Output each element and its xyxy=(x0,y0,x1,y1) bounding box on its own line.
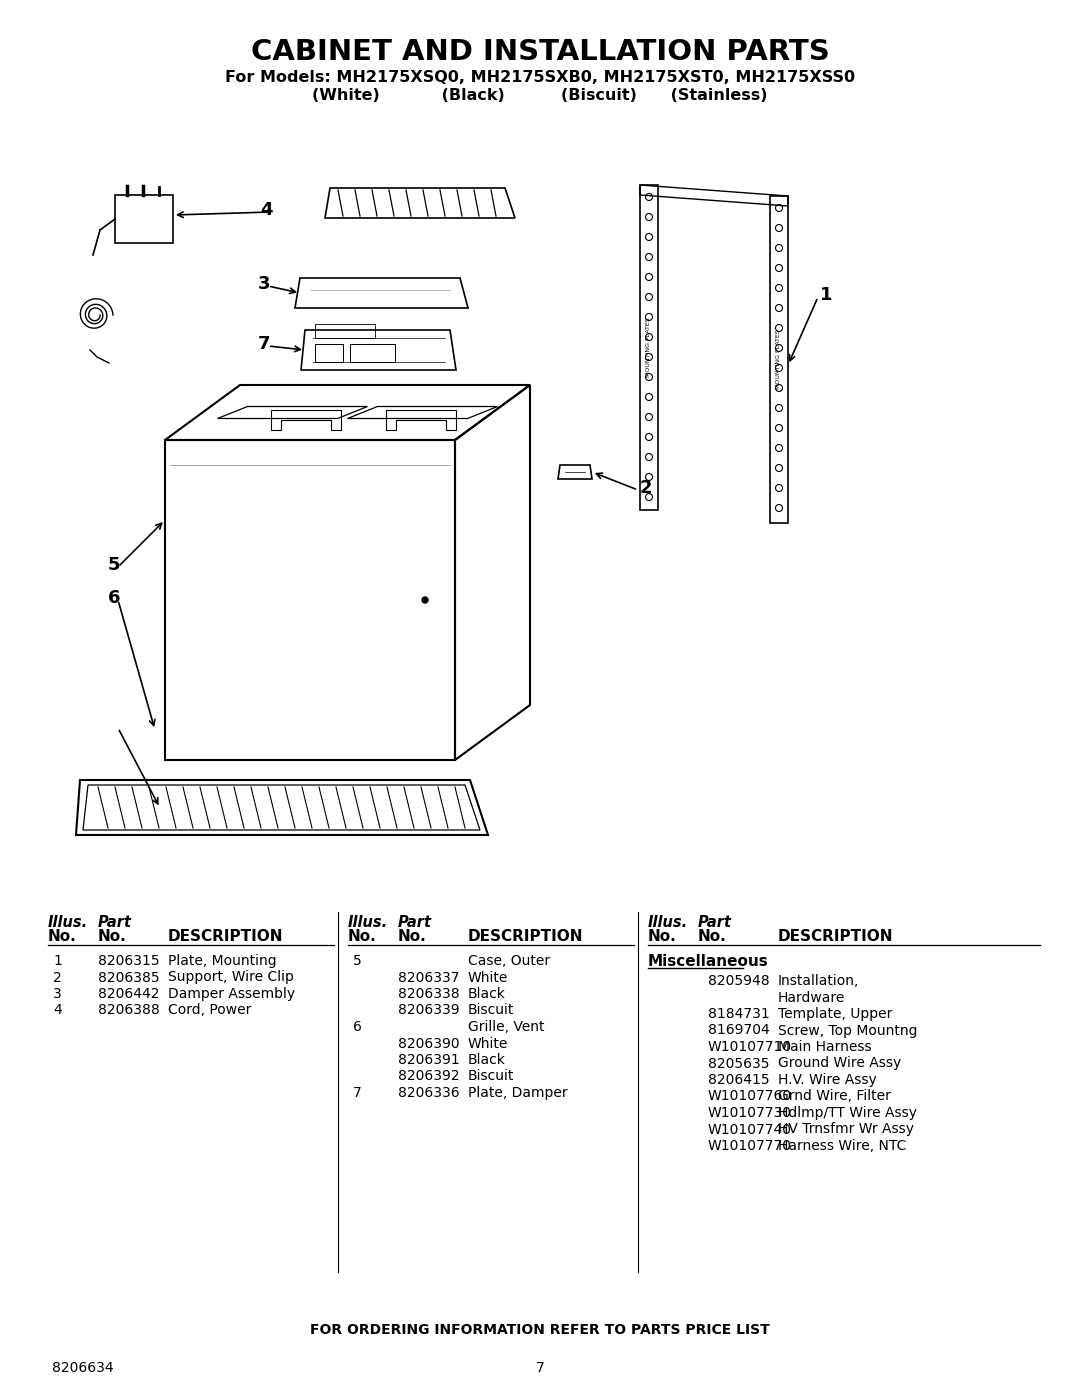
Text: Installation,: Installation, xyxy=(778,974,860,988)
Text: 8206339: 8206339 xyxy=(399,1003,460,1017)
Text: 3: 3 xyxy=(53,988,62,1002)
Text: Part: Part xyxy=(698,915,732,930)
Text: 8206442: 8206442 xyxy=(98,988,160,1002)
Text: 8206337: 8206337 xyxy=(399,971,459,985)
Text: (White)           (Black)          (Biscuit)      (Stainless): (White) (Black) (Biscuit) (Stainless) xyxy=(312,88,768,103)
Text: W10107730: W10107730 xyxy=(708,1106,792,1120)
Text: Part: Part xyxy=(98,915,132,930)
Text: Biscuit: Biscuit xyxy=(468,1003,514,1017)
Text: Grille, Vent: Grille, Vent xyxy=(468,1020,544,1034)
Text: Hdlmp/TT Wire Assy: Hdlmp/TT Wire Assy xyxy=(778,1106,917,1120)
Text: 8205948: 8205948 xyxy=(708,974,770,988)
Text: 7: 7 xyxy=(353,1085,362,1099)
Text: DESCRIPTION: DESCRIPTION xyxy=(168,929,283,944)
Text: Main Harness: Main Harness xyxy=(778,1039,872,1053)
Text: White: White xyxy=(468,971,509,985)
Text: MOUNTING PLATES: MOUNTING PLATES xyxy=(777,330,782,388)
Text: 2: 2 xyxy=(53,971,62,985)
Text: DESCRIPTION: DESCRIPTION xyxy=(468,929,583,944)
Text: 8206634: 8206634 xyxy=(52,1361,113,1375)
Text: Plate, Mounting: Plate, Mounting xyxy=(168,954,276,968)
Text: DESCRIPTION: DESCRIPTION xyxy=(778,929,893,944)
Text: 8184731: 8184731 xyxy=(708,1007,770,1021)
Text: Template, Upper: Template, Upper xyxy=(778,1007,892,1021)
Text: Harness Wire, NTC: Harness Wire, NTC xyxy=(778,1139,906,1153)
Text: White: White xyxy=(468,1037,509,1051)
Text: 8205635: 8205635 xyxy=(708,1056,769,1070)
Text: 1: 1 xyxy=(53,954,62,968)
Text: Cord, Power: Cord, Power xyxy=(168,1003,252,1017)
Text: No.: No. xyxy=(648,929,677,944)
Text: W10107740: W10107740 xyxy=(708,1123,792,1137)
Text: 8206415: 8206415 xyxy=(708,1073,770,1087)
Text: Plate, Damper: Plate, Damper xyxy=(468,1085,568,1099)
Text: 8206392: 8206392 xyxy=(399,1070,460,1084)
Bar xyxy=(315,344,343,362)
Text: For Models: MH2175XSQ0, MH2175SXB0, MH2175XST0, MH2175XSS0: For Models: MH2175XSQ0, MH2175SXB0, MH21… xyxy=(225,70,855,85)
Text: 8206385: 8206385 xyxy=(98,971,160,985)
Text: HV Trnsfmr Wr Assy: HV Trnsfmr Wr Assy xyxy=(778,1123,914,1137)
Text: 5: 5 xyxy=(353,954,362,968)
Text: Grnd Wire, Filter: Grnd Wire, Filter xyxy=(778,1090,891,1104)
Text: Illus.: Illus. xyxy=(348,915,388,930)
Bar xyxy=(315,324,375,338)
Bar xyxy=(350,344,395,362)
Text: No.: No. xyxy=(399,929,427,944)
Text: Ground Wire Assy: Ground Wire Assy xyxy=(778,1056,901,1070)
Text: 3: 3 xyxy=(257,275,270,293)
Text: 2: 2 xyxy=(640,479,652,497)
Text: H.V. Wire Assy: H.V. Wire Assy xyxy=(778,1073,877,1087)
Text: 8206336: 8206336 xyxy=(399,1085,460,1099)
Text: Black: Black xyxy=(468,988,505,1002)
Text: Damper Assembly: Damper Assembly xyxy=(168,988,295,1002)
Text: Illus.: Illus. xyxy=(648,915,688,930)
Text: 8206338: 8206338 xyxy=(399,988,460,1002)
Text: W10107760: W10107760 xyxy=(708,1090,792,1104)
Text: 4: 4 xyxy=(260,201,273,219)
Text: Miscellaneous: Miscellaneous xyxy=(648,954,769,970)
Text: Case, Outer: Case, Outer xyxy=(468,954,550,968)
Text: 8169704: 8169704 xyxy=(708,1024,770,1038)
Text: Screw, Top Mountng: Screw, Top Mountng xyxy=(778,1024,918,1038)
Text: 8206388: 8206388 xyxy=(98,1003,160,1017)
Text: 8206315: 8206315 xyxy=(98,954,160,968)
Text: 6: 6 xyxy=(108,590,120,608)
Text: 7: 7 xyxy=(257,335,270,353)
Text: 4: 4 xyxy=(53,1003,62,1017)
Text: 6: 6 xyxy=(353,1020,362,1034)
Text: MOUNTING PLATES: MOUNTING PLATES xyxy=(647,317,651,377)
Text: 7: 7 xyxy=(536,1361,544,1375)
Text: W10107710: W10107710 xyxy=(708,1039,792,1053)
Text: CABINET AND INSTALLATION PARTS: CABINET AND INSTALLATION PARTS xyxy=(251,38,829,66)
Text: No.: No. xyxy=(48,929,77,944)
Text: Biscuit: Biscuit xyxy=(468,1070,514,1084)
Text: 8206390: 8206390 xyxy=(399,1037,460,1051)
Text: No.: No. xyxy=(348,929,377,944)
Text: Black: Black xyxy=(468,1053,505,1067)
Text: Hardware: Hardware xyxy=(778,990,846,1004)
Text: 1: 1 xyxy=(820,286,833,305)
Text: W10107770: W10107770 xyxy=(708,1139,792,1153)
Text: 8206391: 8206391 xyxy=(399,1053,460,1067)
Circle shape xyxy=(422,597,428,604)
Text: No.: No. xyxy=(698,929,727,944)
Text: 5: 5 xyxy=(108,556,120,574)
Text: Illus.: Illus. xyxy=(48,915,89,930)
Text: Part: Part xyxy=(399,915,432,930)
Text: No.: No. xyxy=(98,929,126,944)
Text: Support, Wire Clip: Support, Wire Clip xyxy=(168,971,294,985)
Text: FOR ORDERING INFORMATION REFER TO PARTS PRICE LIST: FOR ORDERING INFORMATION REFER TO PARTS … xyxy=(310,1323,770,1337)
